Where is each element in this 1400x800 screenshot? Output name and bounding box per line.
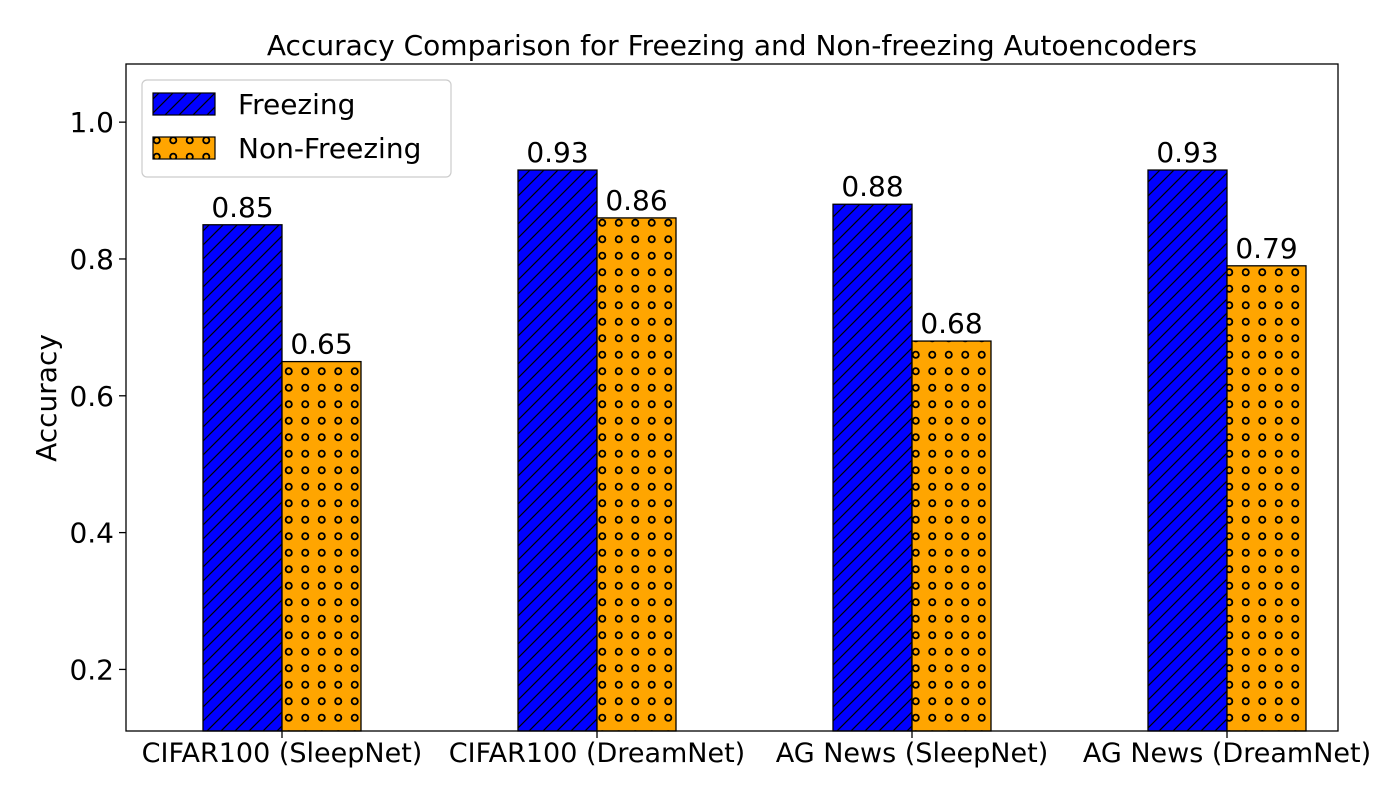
legend-box [141, 79, 452, 178]
y-tick-label: 1.0 [69, 106, 114, 139]
x-tick-label-ag-news-sleepnet: AG News (SleepNet) [776, 738, 1049, 769]
legend-swatch-non-freezing [152, 136, 216, 160]
value-label-non-freezing-cifar100-sleepnet: 0.65 [290, 328, 352, 361]
bar-non-freezing-ag-news-sleepnet [911, 340, 992, 732]
value-label-freezing-cifar100-sleepnet: 0.85 [211, 191, 273, 224]
bar-non-freezing-cifar100-sleepnet [281, 360, 362, 732]
value-label-freezing-cifar100-dreamnet: 0.93 [526, 136, 588, 169]
value-label-non-freezing-ag-news-sleepnet: 0.68 [920, 307, 982, 340]
bar-freezing-ag-news-dreamnet [1147, 169, 1228, 732]
chart-title: Accuracy Comparison for Freezing and Non… [267, 29, 1197, 62]
bar-freezing-cifar100-sleepnet [202, 224, 283, 732]
y-tick-label: 0.2 [69, 653, 114, 686]
legend-swatch-freezing [152, 92, 216, 116]
plot-area-frame [125, 63, 1339, 732]
value-labels-group: 0.85 0.93 0.88 0.93 0.65 0.86 0.68 0.79 [211, 136, 1297, 361]
y-tick-label: 0.8 [69, 243, 114, 276]
bar-non-freezing-ag-news-dreamnet [1226, 265, 1307, 732]
legend-label-freezing: Freezing [238, 88, 355, 121]
legend-label-non-freezing: Non-Freezing [238, 132, 421, 165]
value-label-non-freezing-cifar100-dreamnet: 0.86 [605, 184, 667, 217]
legend: Freezing Non-Freezing [141, 79, 452, 178]
y-tick-label: 0.6 [69, 380, 114, 413]
value-label-freezing-ag-news-dreamnet: 0.93 [1156, 136, 1218, 169]
x-tick-label-cifar100-sleepnet: CIFAR100 (SleepNet) [142, 738, 423, 769]
value-label-non-freezing-ag-news-dreamnet: 0.79 [1235, 232, 1297, 265]
bar-non-freezing-cifar100-dreamnet [596, 217, 677, 732]
y-axis-label: Accuracy [30, 334, 63, 462]
bars-group [202, 169, 1307, 732]
x-axis-ticks: CIFAR100 (SleepNet) CIFAR100 (DreamNet) AG… [142, 731, 1371, 769]
value-label-freezing-ag-news-sleepnet: 0.88 [841, 170, 903, 203]
x-tick-label-ag-news-dreamnet: AG News (DreamNet) [1083, 738, 1371, 769]
bar-freezing-ag-news-sleepnet [832, 203, 913, 732]
bar-freezing-cifar100-dreamnet [517, 169, 598, 732]
y-axis-ticks: 0.2 0.4 0.6 0.8 1.0 [69, 106, 126, 686]
x-tick-label-cifar100-dreamnet: CIFAR100 (DreamNet) [449, 738, 745, 769]
y-tick-label: 0.4 [69, 517, 114, 550]
